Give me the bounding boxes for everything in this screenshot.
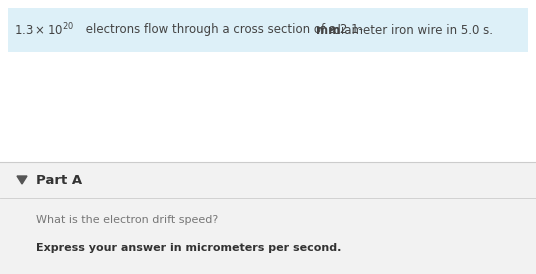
- Polygon shape: [17, 176, 27, 184]
- Bar: [0, 162, 536, 198]
- Bar: [0, 162, 536, 274]
- Text: Express your answer in micrometers per second.: Express your answer in micrometers per s…: [36, 243, 341, 253]
- Text: electrons flow through a cross section of a 2.1-: electrons flow through a cross section o…: [82, 24, 363, 36]
- Text: Part A: Part A: [36, 173, 82, 187]
- Bar: [8, 8, 528, 52]
- Text: mm: mm: [316, 24, 340, 36]
- Text: -diameter iron wire in 5.0 s.: -diameter iron wire in 5.0 s.: [329, 24, 493, 36]
- Text: $\mathregular{1.3 \times 10^{20}}$: $\mathregular{1.3 \times 10^{20}}$: [14, 22, 74, 38]
- Text: What is the electron drift speed?: What is the electron drift speed?: [36, 215, 218, 225]
